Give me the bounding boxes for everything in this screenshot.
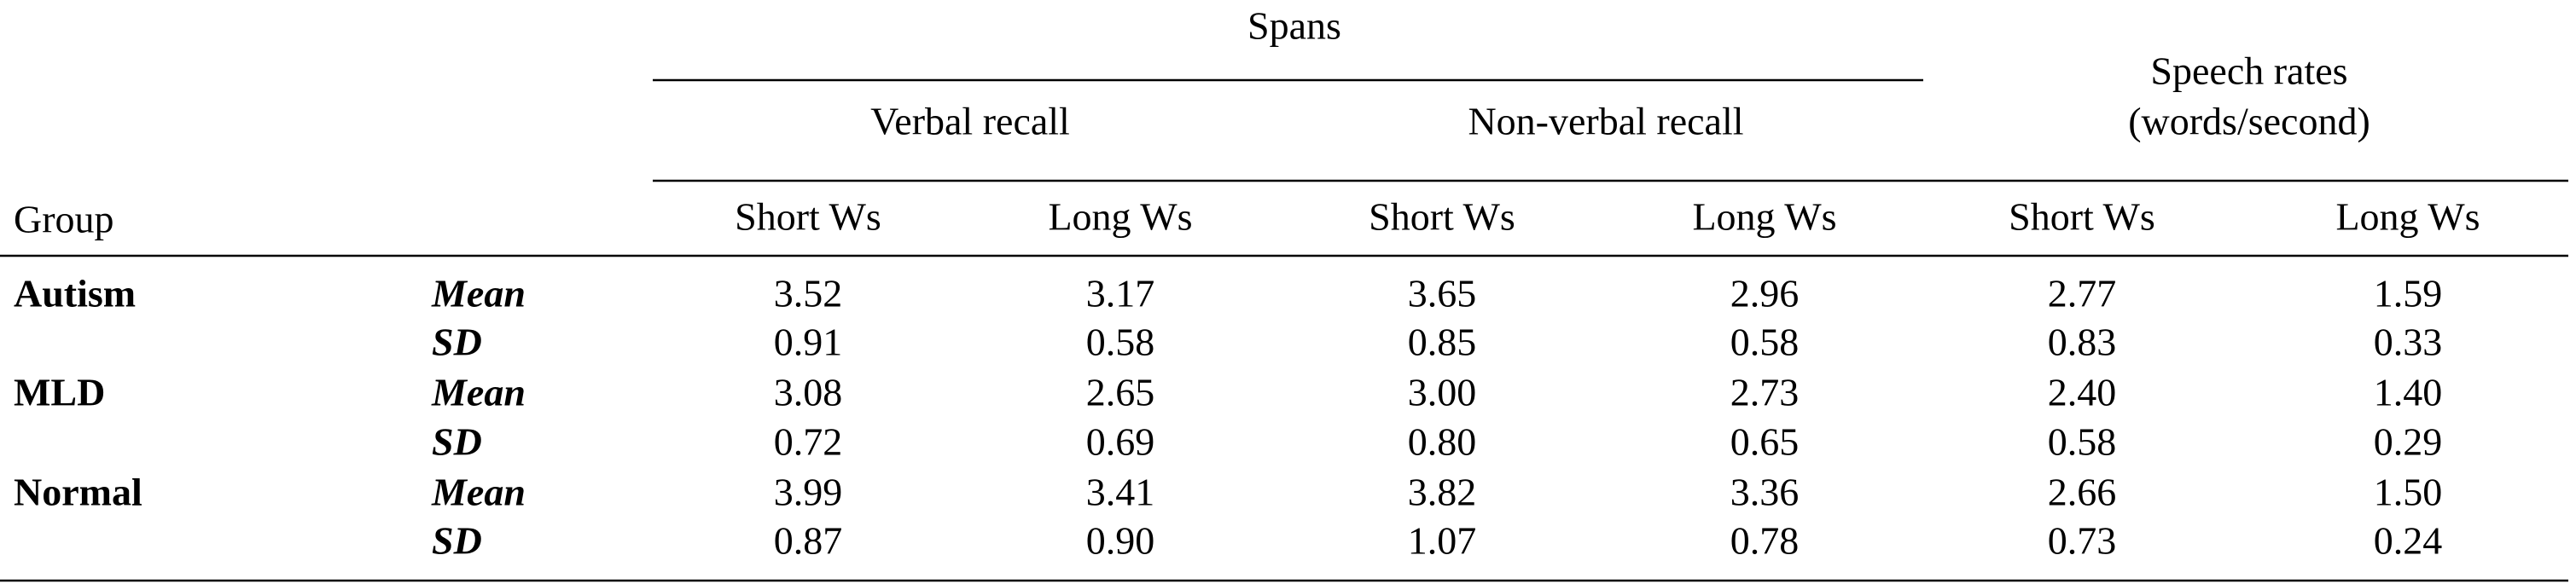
cell: 3.00 bbox=[1408, 371, 1477, 414]
cell: 0.58 bbox=[1086, 321, 1155, 364]
speech-header: (words/second) bbox=[2128, 100, 2370, 143]
cell: 3.08 bbox=[774, 371, 843, 414]
group-label: Normal bbox=[14, 471, 142, 514]
column-header: Long Ws bbox=[1692, 195, 1836, 239]
column-header: Short Ws bbox=[1369, 195, 1515, 239]
cell: 3.41 bbox=[1086, 471, 1155, 514]
cell: 0.69 bbox=[1086, 420, 1155, 464]
cell: 3.65 bbox=[1408, 272, 1477, 315]
cell: 2.66 bbox=[2048, 471, 2117, 514]
cell: 0.33 bbox=[2374, 321, 2443, 364]
cell: 2.73 bbox=[1730, 371, 1800, 414]
subgroup-header: Non-verbal recall bbox=[1468, 100, 1743, 143]
cell: 0.58 bbox=[1730, 321, 1800, 364]
cell: 0.83 bbox=[2048, 321, 2117, 364]
cell: 0.65 bbox=[1730, 420, 1800, 464]
speech-header: Speech rates bbox=[2150, 49, 2347, 93]
column-header: Long Ws bbox=[2335, 195, 2480, 239]
cell: 3.99 bbox=[774, 471, 843, 514]
column-header: Short Ws bbox=[735, 195, 881, 239]
cell: 0.73 bbox=[2048, 519, 2117, 563]
stat-label: Mean bbox=[431, 371, 526, 414]
stat-label: SD bbox=[432, 321, 482, 364]
cell: 0.29 bbox=[2374, 420, 2443, 464]
cell: 2.96 bbox=[1730, 272, 1800, 315]
cell: 2.65 bbox=[1086, 371, 1155, 414]
cell: 0.91 bbox=[774, 321, 843, 364]
cell: 1.07 bbox=[1408, 519, 1477, 563]
cell: 0.90 bbox=[1086, 519, 1155, 563]
cell: 1.50 bbox=[2374, 471, 2443, 514]
cell: 3.82 bbox=[1408, 471, 1477, 514]
cell: 0.24 bbox=[2374, 519, 2443, 563]
cell: 0.58 bbox=[2048, 420, 2117, 464]
column-header: Long Ws bbox=[1048, 195, 1192, 239]
cell: 0.78 bbox=[1730, 519, 1800, 563]
group-header: Group bbox=[14, 198, 114, 241]
stat-label: Mean bbox=[431, 272, 526, 315]
cell: 2.77 bbox=[2048, 272, 2117, 315]
cell: 0.72 bbox=[774, 420, 843, 464]
cell: 1.40 bbox=[2374, 371, 2443, 414]
cell: 0.85 bbox=[1408, 321, 1477, 364]
cell: 3.36 bbox=[1730, 471, 1800, 514]
subgroup-header: Verbal recall bbox=[870, 100, 1070, 143]
stat-label: Mean bbox=[431, 471, 526, 514]
stat-label: SD bbox=[432, 420, 482, 464]
cell: 0.80 bbox=[1408, 420, 1477, 464]
cell: 0.87 bbox=[774, 519, 843, 563]
cell: 3.52 bbox=[774, 272, 843, 315]
stat-label: SD bbox=[432, 519, 482, 563]
cell: 3.17 bbox=[1086, 272, 1155, 315]
group-label: MLD bbox=[14, 371, 105, 414]
column-header: Short Ws bbox=[2009, 195, 2155, 239]
cell: 2.40 bbox=[2048, 371, 2117, 414]
group-label: Autism bbox=[14, 272, 136, 315]
cell: 1.59 bbox=[2374, 272, 2443, 315]
spans-header: Spans bbox=[1247, 4, 1341, 48]
